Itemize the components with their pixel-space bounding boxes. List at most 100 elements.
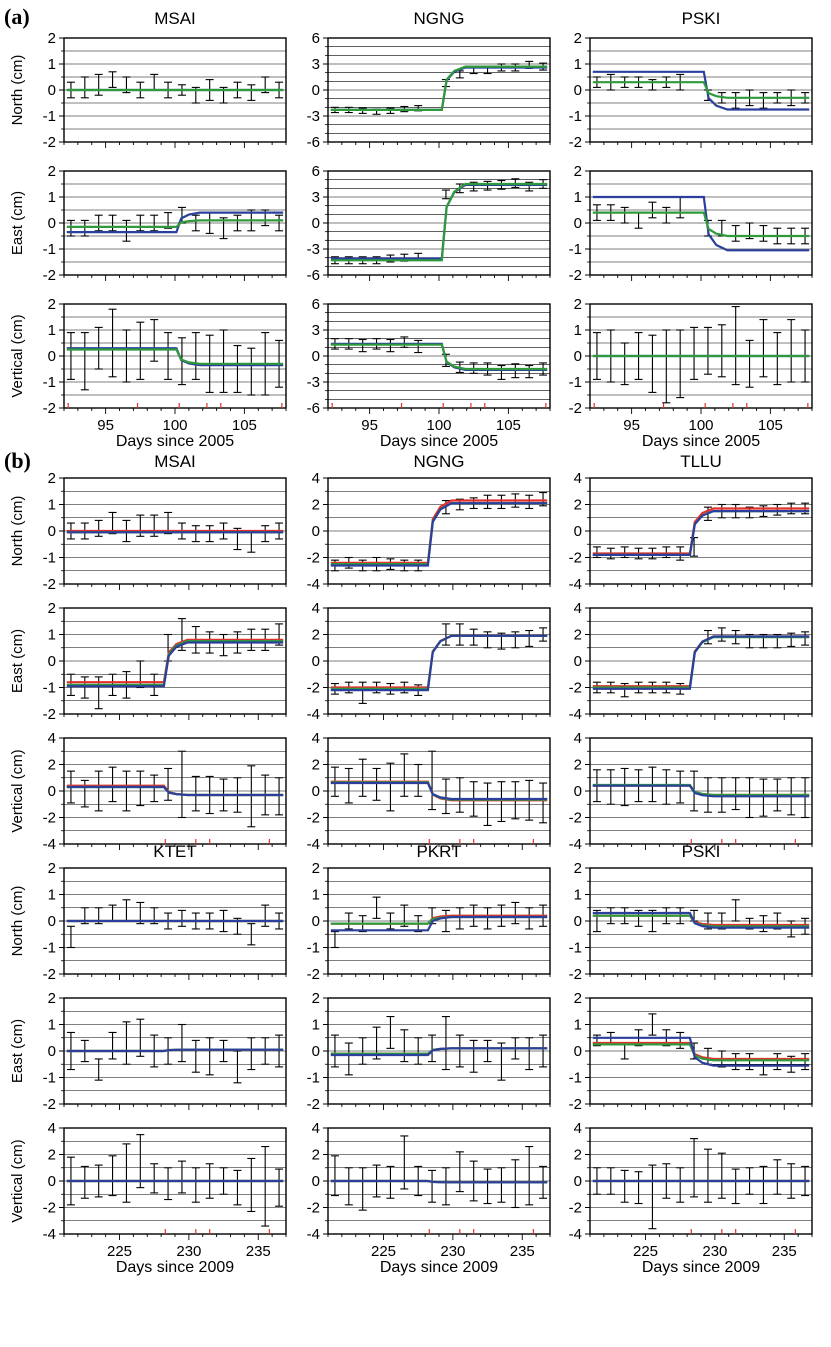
y-tick-label: 0 bbox=[48, 523, 56, 540]
error-bar bbox=[358, 758, 367, 797]
y-tick-label: 2 bbox=[312, 860, 320, 877]
x-tick-label: 230 bbox=[176, 1243, 201, 1260]
model-line-blue bbox=[592, 195, 810, 252]
y-tick-label: 2 bbox=[312, 497, 320, 514]
x-tick-label: 235 bbox=[510, 1243, 535, 1260]
y-tick-label: 4 bbox=[574, 1120, 582, 1137]
y-tick-label: -1 bbox=[569, 374, 582, 391]
panel-label-b: (b) bbox=[4, 448, 31, 473]
y-tick-label: 2 bbox=[574, 990, 582, 1007]
y-tick-label: -3 bbox=[307, 241, 320, 258]
y-tick-label: 0 bbox=[574, 523, 582, 540]
error-bar bbox=[497, 1167, 506, 1203]
y-tick-label: -4 bbox=[569, 1226, 582, 1243]
error-bar bbox=[219, 633, 228, 657]
error-bar bbox=[94, 214, 103, 232]
y-tick-label: 0 bbox=[48, 653, 56, 670]
error-bar bbox=[745, 339, 754, 388]
model-line-blue bbox=[592, 70, 810, 111]
y-tick-label: -1 bbox=[569, 108, 582, 125]
error-bar bbox=[386, 762, 395, 812]
y-tick-label: 3 bbox=[312, 322, 320, 339]
error-bar bbox=[164, 767, 173, 801]
error-bar bbox=[717, 1152, 726, 1199]
error-bar bbox=[634, 212, 643, 229]
error-bar bbox=[136, 1134, 145, 1189]
model-line-blue bbox=[592, 911, 810, 929]
error-bar bbox=[164, 332, 173, 380]
plot-b-pkrt-north: -2 -1 0 1 2 bbox=[307, 860, 551, 983]
error-bar bbox=[731, 777, 740, 811]
model-line-green bbox=[66, 348, 284, 365]
error-bar bbox=[690, 1138, 699, 1198]
error-bar bbox=[247, 923, 256, 946]
y-tick-label: 2 bbox=[312, 757, 320, 774]
error-bar bbox=[525, 1037, 534, 1071]
y-tick-label: 0 bbox=[312, 523, 320, 540]
error-bar bbox=[80, 676, 89, 699]
error-bar bbox=[773, 332, 782, 386]
error-bar bbox=[703, 629, 712, 645]
y-tick-label: -4 bbox=[569, 836, 582, 853]
y-tick-label: 1 bbox=[48, 322, 56, 339]
error-bar bbox=[511, 901, 520, 925]
x-tick-label: 235 bbox=[246, 1243, 271, 1260]
y-tick-label: -4 bbox=[307, 576, 320, 593]
error-bar bbox=[94, 1058, 103, 1081]
x-axis-label: Days since 2005 bbox=[380, 433, 498, 450]
model-line-blue bbox=[330, 781, 548, 801]
error-bar bbox=[483, 1168, 492, 1205]
error-bar bbox=[428, 1034, 437, 1063]
error-bar bbox=[94, 73, 103, 96]
model-line-blue bbox=[592, 1036, 810, 1067]
y-tick-label: -1 bbox=[43, 1070, 56, 1087]
error-bar bbox=[525, 1146, 534, 1206]
y-tick-label: -1 bbox=[43, 550, 56, 567]
plot-b-pski-north: -2 -1 0 1 2 bbox=[569, 860, 813, 983]
y-tick-label: 0 bbox=[48, 82, 56, 99]
x-tick-label: 105 bbox=[496, 417, 521, 434]
plot-grid: MSAI NGNG PSKI -2 -1 0 1 2 North (cm) -6 -3 0 3 6 -2 -1… bbox=[9, 9, 813, 1276]
y-tick-label: -2 bbox=[43, 576, 56, 593]
error-bar bbox=[703, 326, 712, 375]
y-tick-label: 0 bbox=[312, 653, 320, 670]
error-bar bbox=[787, 920, 796, 938]
error-bar bbox=[483, 631, 492, 649]
error-bar bbox=[690, 326, 699, 380]
error-bar bbox=[441, 909, 450, 933]
y-tick-label: -2 bbox=[569, 134, 582, 151]
model-line-red bbox=[592, 1041, 810, 1061]
y-tick-label: -2 bbox=[43, 267, 56, 284]
error-bar bbox=[136, 321, 145, 380]
x-tick-label: 100 bbox=[162, 417, 187, 434]
error-bar bbox=[483, 907, 492, 930]
error-bar bbox=[177, 750, 186, 819]
error-bar bbox=[773, 1159, 782, 1195]
y-tick-label: 6 bbox=[312, 30, 320, 47]
error-bar bbox=[662, 329, 671, 404]
y-tick-label: 4 bbox=[574, 600, 582, 617]
error-bar bbox=[122, 219, 131, 242]
y-tick-label: -2 bbox=[569, 810, 582, 827]
y-tick-label: 0 bbox=[312, 783, 320, 800]
plot-b-ngng-north: -4 -2 0 2 4 bbox=[307, 470, 551, 593]
error-bar bbox=[511, 1159, 520, 1209]
y-tick-label: 2 bbox=[312, 990, 320, 1007]
y-tick-label: -2 bbox=[307, 810, 320, 827]
y-axis-label: North (cm) bbox=[9, 886, 26, 957]
y-tick-label: 0 bbox=[312, 1043, 320, 1060]
y-tick-label: -3 bbox=[307, 374, 320, 391]
station-title: MSAI bbox=[154, 9, 196, 28]
error-bar bbox=[344, 1042, 353, 1076]
y-tick-label: 0 bbox=[574, 348, 582, 365]
x-tick-label: 230 bbox=[440, 1243, 465, 1260]
y-tick-label: -1 bbox=[43, 940, 56, 957]
y-tick-label: 0 bbox=[48, 1043, 56, 1060]
error-bar bbox=[275, 777, 284, 816]
y-tick-label: 4 bbox=[48, 1120, 56, 1137]
error-bar bbox=[275, 1034, 284, 1068]
y-tick-label: -2 bbox=[569, 1200, 582, 1217]
station-title: NGNG bbox=[414, 9, 465, 28]
plot-b-ngng-vertical: -4 -2 0 2 4 bbox=[307, 730, 551, 853]
